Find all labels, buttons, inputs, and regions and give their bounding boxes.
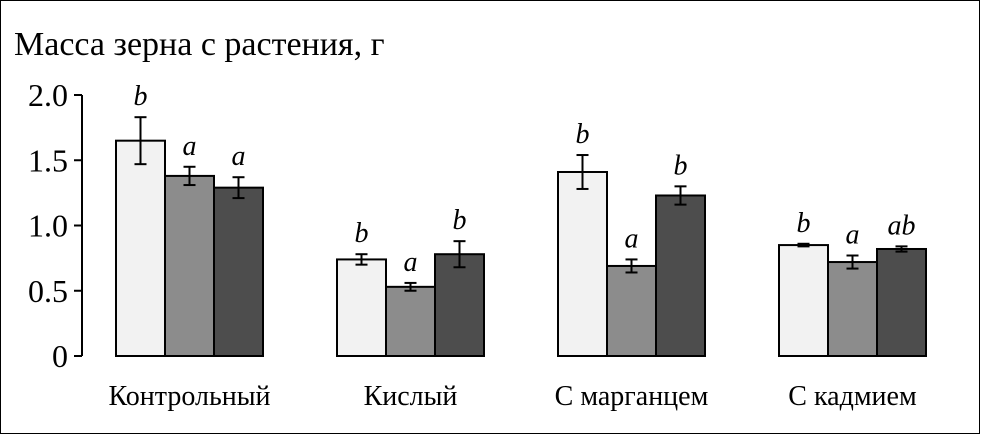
bar xyxy=(606,264,657,357)
significance-label: ab xyxy=(888,210,916,241)
significance-label: a xyxy=(404,247,418,278)
significance-label: b xyxy=(797,208,811,239)
bar xyxy=(385,285,436,357)
bar xyxy=(557,170,608,357)
significance-label: b xyxy=(355,218,369,249)
significance-label: a xyxy=(183,131,197,162)
significance-label: b xyxy=(134,81,148,112)
category-label: Кислый xyxy=(364,381,458,412)
category-label: С марганцем xyxy=(555,381,709,412)
y-tick-label: 1.0 xyxy=(28,208,68,244)
bar xyxy=(336,258,387,357)
bar xyxy=(655,194,706,357)
significance-label: a xyxy=(232,141,246,172)
bar xyxy=(434,253,485,358)
category-label: Контрольный xyxy=(109,381,271,412)
y-tick-label: 2.0 xyxy=(28,77,68,113)
bar xyxy=(115,139,166,357)
significance-label: a xyxy=(846,220,860,251)
bar xyxy=(164,174,215,357)
bar xyxy=(778,244,829,357)
y-tick-label: 1.5 xyxy=(28,142,68,178)
significance-label: b xyxy=(674,150,688,181)
bar xyxy=(827,261,878,358)
y-tick-label: 0.5 xyxy=(28,273,68,309)
category-label: С кадмием xyxy=(788,381,917,412)
significance-label: a xyxy=(625,223,639,254)
significance-label: b xyxy=(576,119,590,150)
y-tick-label: 0 xyxy=(52,338,68,374)
y-axis-label: Масса зерна с растения, г xyxy=(14,26,385,63)
bar xyxy=(876,247,927,358)
bar xyxy=(213,186,264,357)
significance-label: b xyxy=(453,205,467,236)
